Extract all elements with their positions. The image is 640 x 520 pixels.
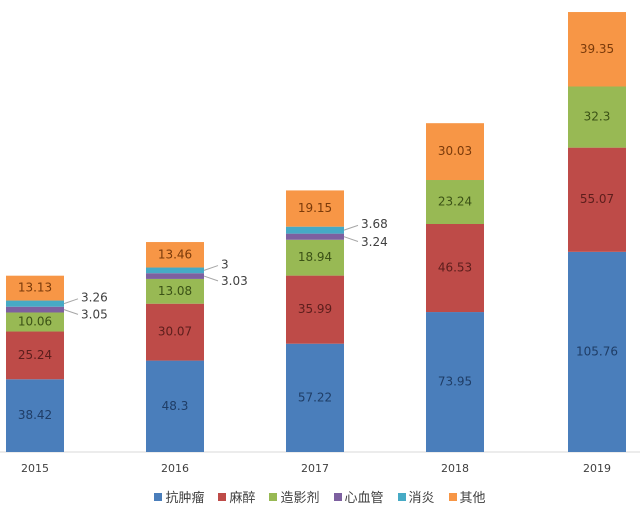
data-label: 3.26 — [81, 291, 108, 305]
bar-segment — [286, 239, 344, 276]
bar-segment — [146, 273, 204, 279]
bar-segment — [286, 226, 344, 234]
legend-swatch — [448, 492, 457, 501]
data-label: 55.07 — [580, 192, 614, 206]
legend: 抗肿瘤 麻醉 造影剂 心血管 消炎 其他 — [0, 487, 640, 506]
bar-segment — [146, 303, 204, 361]
data-label: 39.35 — [580, 42, 614, 56]
data-label: 18.94 — [298, 250, 332, 264]
bar-segment — [6, 331, 64, 380]
legend-item: 造影剂 — [269, 487, 320, 506]
bar-segment — [426, 312, 484, 452]
legend-item: 抗肿瘤 — [154, 487, 204, 506]
bar-segment — [6, 306, 64, 313]
bar-segment — [568, 86, 626, 148]
legend-swatch — [269, 492, 278, 501]
data-label: 23.24 — [438, 195, 472, 209]
leader-line — [343, 236, 359, 242]
data-label: 30.03 — [438, 144, 472, 158]
stacked-bar-chart: 38.42 25.24 10.06 3.05 3.26 13.13 2015 48.3 30.0… — [0, 12, 640, 475]
data-label: 35.99 — [298, 302, 332, 316]
bar-segment — [286, 190, 344, 227]
legend-item: 消炎 — [397, 487, 435, 506]
data-label: 3.05 — [81, 308, 108, 322]
bar-segment — [146, 242, 204, 268]
bar-segment — [286, 275, 344, 344]
data-label: 25.24 — [18, 348, 52, 362]
leader-line — [203, 275, 219, 282]
legend-label: 抗肿瘤 — [165, 491, 205, 506]
bar-segment — [6, 300, 64, 307]
bar-segment — [6, 379, 64, 452]
x-tick-label: 2017 — [301, 462, 329, 475]
legend-label: 心血管 — [344, 491, 384, 506]
legend-swatch — [154, 492, 163, 501]
data-label: 3.68 — [361, 217, 388, 231]
data-label: 48.3 — [162, 399, 189, 413]
data-label: 38.42 — [18, 408, 52, 422]
data-label: 57.22 — [298, 390, 332, 404]
data-label: 13.46 — [158, 247, 192, 261]
bar-segment — [426, 123, 484, 181]
x-tick-label: 2018 — [441, 462, 469, 475]
bar-segment — [146, 278, 204, 304]
data-label: 19.15 — [298, 201, 332, 215]
legend-item: 麻醉 — [218, 487, 255, 506]
legend-swatch — [218, 492, 227, 501]
legend-swatch — [333, 492, 342, 501]
bar-segment — [6, 275, 64, 301]
bar-segment — [426, 180, 484, 224]
data-label: 13.13 — [18, 281, 52, 295]
bar-segment — [568, 12, 626, 87]
legend-label: 造影剂 — [280, 491, 320, 506]
x-tick-label: 2015 — [21, 462, 49, 475]
leader-line — [63, 298, 79, 305]
data-label: 3.03 — [221, 274, 248, 288]
legend-swatch — [397, 492, 406, 501]
x-tick-label: 2019 — [583, 462, 611, 475]
bar-segment — [146, 267, 204, 274]
x-tick-label: 2016 — [161, 462, 189, 475]
data-label: 3.24 — [361, 235, 388, 249]
bar-segment — [568, 251, 626, 452]
legend-item: 其他 — [448, 487, 486, 506]
leader-line — [203, 265, 219, 271]
legend-label: 消炎 — [408, 491, 435, 506]
bar-segment — [146, 360, 204, 452]
legend-item: 心血管 — [333, 487, 384, 506]
legend-label: 其他 — [459, 491, 486, 506]
data-label: 32.3 — [584, 110, 611, 124]
bar-segment — [286, 343, 344, 452]
leader-line — [63, 309, 79, 315]
data-label: 46.53 — [438, 261, 472, 275]
bar-segment — [568, 147, 626, 252]
bar-segment — [426, 223, 484, 313]
legend-label: 麻醉 — [229, 491, 256, 506]
bar-segment — [6, 312, 64, 332]
data-label: 13.08 — [158, 284, 192, 298]
data-label: 73.95 — [438, 375, 472, 389]
data-label: 30.07 — [158, 325, 192, 339]
bar-segment — [286, 233, 344, 240]
data-label: 105.76 — [576, 344, 618, 358]
data-label: 3 — [221, 257, 229, 271]
data-label: 10.06 — [18, 315, 52, 329]
leader-line — [343, 224, 359, 231]
